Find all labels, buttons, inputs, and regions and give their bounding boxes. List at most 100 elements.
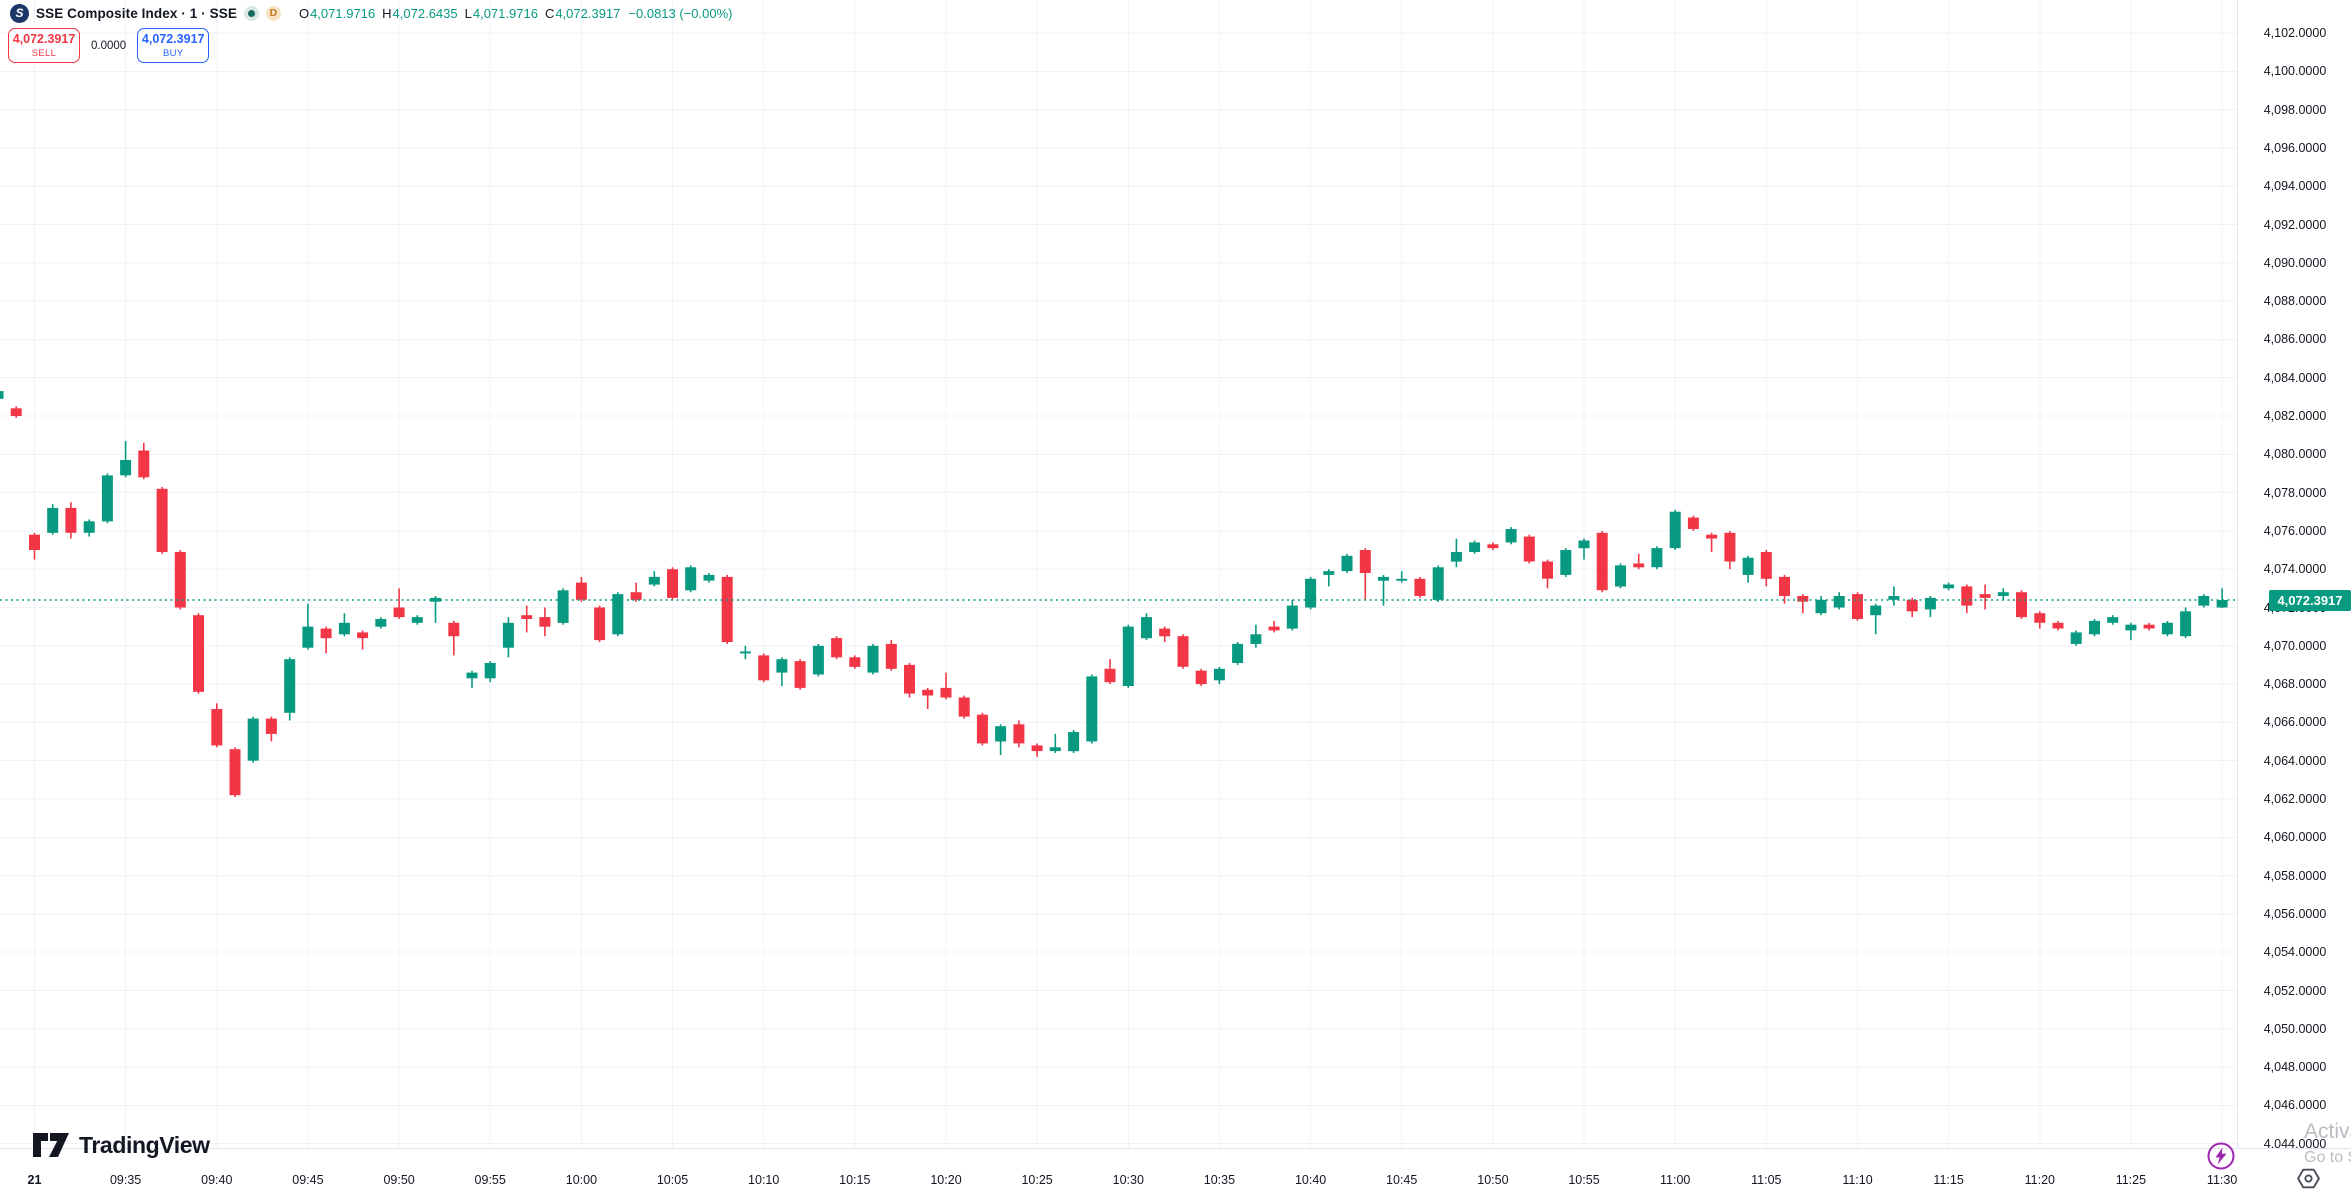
price-tick-label: 4,048.0000 [2263,1060,2327,1075]
time-tick-label: 11:05 [1751,1173,1782,1187]
low-label: L [464,5,472,21]
candle [120,440,132,478]
price-tick-label: 4,088.0000 [2263,294,2327,309]
price-tick-label: 4,102.0000 [2263,26,2327,40]
time-tick-label: 11:00 [1660,1173,1691,1187]
candle [1687,515,1699,531]
candle [1286,599,1298,631]
time-tick-label: 09:45 [292,1173,324,1187]
candle [1997,588,2009,600]
activation-watermark-line1: Activa [2304,1120,2351,1143]
candle [812,643,824,677]
candle [1906,597,1918,618]
buy-button[interactable]: 4,072.3917 BUY [137,28,210,63]
price-tick-label: 4,054.0000 [2263,945,2327,960]
time-tick-label: 10:50 [1477,1173,1509,1187]
price-tick-label: 4,060.0000 [2263,830,2327,845]
candle [776,657,788,686]
candle [302,603,314,650]
candle [1961,584,1973,614]
candle [1049,733,1061,753]
price-tick-label: 4,084.0000 [2263,370,2327,385]
candle [1068,730,1080,753]
time-tick-label: 10:30 [1112,1173,1144,1187]
sell-button[interactable]: 4,072.3917 SELL [8,28,80,63]
candle [2161,620,2173,637]
candle [247,716,259,763]
change-value: −0.0813 (−0.00%) [628,5,733,21]
candle [976,712,988,746]
candle [1013,720,1025,748]
price-tick-label: 4,092.0000 [2263,217,2327,232]
delayed-data-badge[interactable]: D [265,5,281,21]
trade-panel: 4,072.3917 SELL 0.0000 4,072.3917 BUY [8,28,210,63]
market-open-dot-icon [247,9,255,17]
candle [47,504,59,535]
buy-price: 4,072.3917 [141,32,205,46]
candle [1924,596,1936,618]
tradingview-logo[interactable]: TradingView [33,1131,210,1159]
candle [1195,668,1207,686]
market-status-icon[interactable] [243,5,259,21]
candle [1469,540,1481,554]
candle [2198,594,2210,608]
price-tick-label: 4,046.0000 [2263,1098,2327,1113]
candle [557,588,569,625]
time-tick-label: 11:25 [2115,1173,2147,1187]
candle [502,617,514,658]
time-tick-label: 21 [27,1173,42,1187]
candle [1341,553,1353,573]
candle [703,573,715,583]
candle [539,607,551,637]
price-tick-label: 4,098.0000 [2263,102,2327,117]
candle [1359,548,1371,600]
symbol-logo-icon[interactable]: S [10,3,29,23]
time-tick-label: 10:05 [656,1173,689,1187]
candle [2216,588,2228,608]
price-tick-label: 4,044.0000 [2263,1136,2327,1151]
candle [1779,574,1790,604]
candle [320,626,332,654]
candle [885,640,897,671]
time-axis-settings-button[interactable] [2296,1166,2321,1191]
lightning-icon [2207,1142,2235,1170]
candle [685,565,697,593]
candle [958,695,970,719]
candle [1724,530,1736,570]
price-tick-label: 4,070.0000 [2263,638,2327,653]
candle [174,550,186,610]
price-tick-label: 4,078.0000 [2263,485,2327,500]
buy-label: BUY [162,47,184,59]
time-tick-label: 09:40 [201,1173,233,1187]
grid-lines [0,0,2237,1148]
time-tick-label: 10:55 [1568,1173,1600,1187]
time-axis[interactable]: 21 09:35 09:40 09:45 09:50 09:55 10:00 10:05 10:… [0,1148,2351,1194]
candle [1633,553,1645,570]
candle [1323,569,1335,587]
symbol-title[interactable]: SSE Composite Index · 1 · SSE [36,5,237,21]
candle [156,486,168,554]
candle [1177,634,1189,669]
candle [375,617,387,629]
time-tick-label: 11:10 [1842,1173,1873,1187]
price-axis[interactable]: 4,102.0000 4,100.0000 4,098.0000 4,096.0000… [2237,0,2351,1151]
candle [2070,630,2082,646]
candle [1378,574,1389,606]
candle [940,672,952,700]
candle [1760,550,1772,587]
candle [1232,642,1244,665]
flash-button[interactable] [2206,1141,2236,1171]
candle [1432,565,1444,602]
candle [1852,592,1863,621]
candle [101,473,113,524]
candle [1450,538,1462,568]
price-tick-label: 4,100.0000 [2263,64,2327,79]
sell-price: 4,072.3917 [12,32,76,46]
low-value: 4,071.9716 [472,5,538,21]
symbol-header: S SSE Composite Index · 1 · SSE D O 4,071… [10,2,732,24]
activation-watermark-line2: Go to S [2304,1149,2351,1166]
candle [2016,590,2027,619]
price-tick-label: 4,058.0000 [2263,868,2327,883]
